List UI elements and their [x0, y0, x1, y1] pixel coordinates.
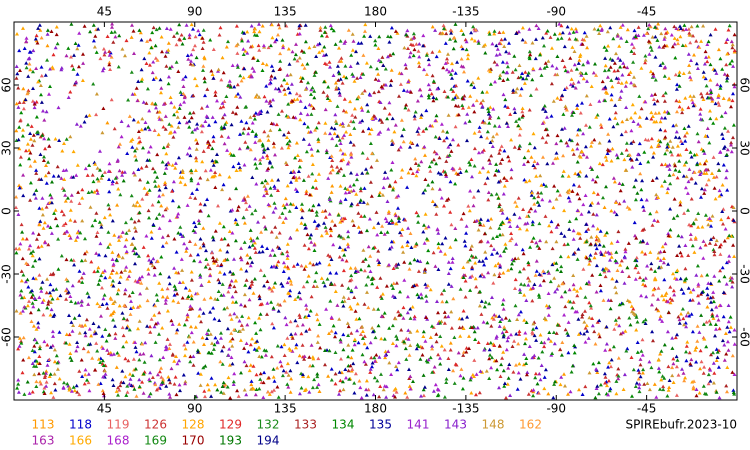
x-tick-label-top: 135 [274, 5, 297, 19]
legend-entry: 148 [482, 418, 505, 432]
x-tick-label-top: 180 [364, 5, 387, 19]
legend-entry: 166 [69, 434, 92, 448]
x-tick-label-bottom: -135 [452, 402, 479, 416]
legend-entry: 162 [519, 418, 542, 432]
observation-dots [14, 24, 733, 399]
legend-entry: 126 [144, 418, 167, 432]
x-tick-label-top: -90 [546, 5, 566, 19]
legend-entry: 163 [32, 434, 55, 448]
x-tick-label-bottom: 180 [364, 402, 387, 416]
observation-layer [14, 22, 737, 400]
legend-entry: 194 [257, 434, 280, 448]
x-tick-label-top: 45 [97, 5, 112, 19]
legend-entry: 113 [32, 418, 55, 432]
y-tick-label-right: 30 [738, 140, 750, 155]
legend-entry: 132 [257, 418, 280, 432]
y-tick-label-right: 60 [738, 77, 750, 92]
legend-entry: 141 [407, 418, 430, 432]
legend-entry: 134 [332, 418, 355, 432]
y-tick-label-left: 0 [0, 207, 14, 215]
y-tick-label-left: 30 [0, 140, 14, 155]
legend-entry: 129 [219, 418, 242, 432]
legend-entry: 193 [219, 434, 242, 448]
y-tick-label-left: 60 [0, 77, 14, 92]
observation-dots [14, 22, 735, 399]
y-tick-label-left: -60 [0, 327, 14, 347]
y-tick-label-right: -30 [738, 264, 750, 284]
x-tick-label-bottom: -90 [546, 402, 566, 416]
x-tick-label-top: -45 [637, 5, 657, 19]
x-tick-label-bottom: 90 [187, 402, 202, 416]
legend-entry: 168 [107, 434, 130, 448]
observation-dots [14, 23, 732, 399]
x-tick-label-top: 90 [187, 5, 202, 19]
x-tick-label-bottom: 135 [274, 402, 297, 416]
legend-entry: 169 [144, 434, 167, 448]
legend-entry: 170 [182, 434, 205, 448]
footer-label: SPIREbufr.2023-10 [625, 418, 737, 432]
legend-entry: 143 [444, 418, 467, 432]
y-tick-label-right: 0 [738, 207, 750, 215]
observation-dots [14, 22, 730, 396]
y-tick-label-right: -60 [738, 327, 750, 347]
y-tick-label-left: -30 [0, 264, 14, 284]
x-tick-label-bottom: 45 [97, 402, 112, 416]
legend-entry: 119 [107, 418, 130, 432]
x-tick-label-top: -135 [452, 5, 479, 19]
observation-dots [15, 23, 730, 400]
x-tick-label-bottom: -45 [637, 402, 657, 416]
legend-entry: 118 [69, 418, 92, 432]
legend-entry: 135 [369, 418, 392, 432]
legend-entry: 128 [182, 418, 205, 432]
observation-dots [15, 22, 734, 396]
legend-entry: 133 [294, 418, 317, 432]
